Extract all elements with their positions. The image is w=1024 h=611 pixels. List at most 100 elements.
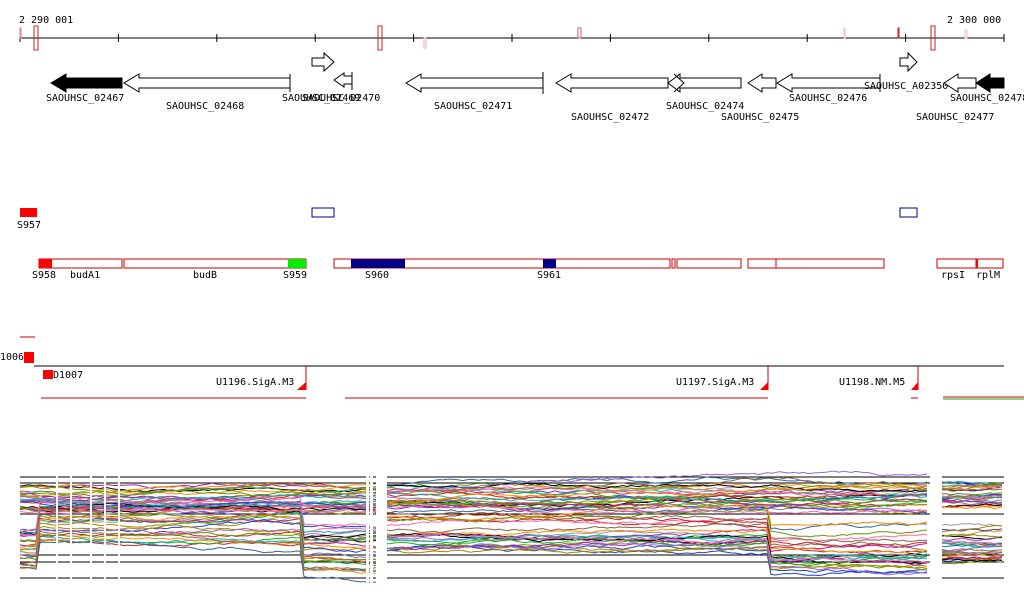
- ruler-marker: [577, 27, 582, 39]
- promoter-marker[interactable]: [911, 382, 918, 390]
- small-feature-track: S957: [17, 207, 918, 231]
- expression-line: [19, 483, 376, 497]
- expression-line: [386, 482, 928, 493]
- expression-line: [19, 494, 377, 504]
- segment-S959[interactable]: [288, 259, 306, 268]
- segment-rpsI[interactable]: [936, 258, 977, 269]
- ruler-marker: [897, 27, 900, 39]
- expression-lines: [19, 470, 1003, 583]
- segment[interactable]: [747, 258, 777, 269]
- segment[interactable]: [671, 258, 676, 269]
- expression-line: [19, 507, 377, 515]
- expression-line: [386, 492, 928, 503]
- ruler-marker: [377, 25, 383, 51]
- segment-label: S960: [365, 270, 389, 281]
- expression-line: [19, 507, 377, 515]
- regulon-D1007[interactable]: [43, 370, 53, 379]
- expression-line: [19, 512, 377, 548]
- expression-line: [386, 482, 928, 505]
- expression-line: [941, 553, 1003, 557]
- expression-line: [386, 470, 928, 491]
- expression-line: [386, 528, 928, 554]
- expression-line: [941, 548, 1003, 552]
- gene-arrow-02472[interactable]: [555, 73, 669, 93]
- expression-line: [941, 545, 1003, 552]
- expression-line: [19, 485, 377, 497]
- expression-line: [19, 540, 377, 583]
- segment-rplM[interactable]: [975, 258, 1004, 269]
- expression-line: [19, 527, 377, 559]
- segment-S958[interactable]: [39, 259, 52, 268]
- expression-line: [386, 523, 928, 552]
- expression-line: [941, 536, 1003, 541]
- gene-label: SAOUHSC_02468: [166, 101, 244, 112]
- segment-S960[interactable]: [351, 259, 405, 268]
- expression-line: [386, 540, 928, 566]
- expression-line: [386, 509, 928, 538]
- expression-line: [386, 504, 928, 526]
- gene-arrow-02477[interactable]: [943, 73, 977, 93]
- expression-line: [386, 497, 928, 515]
- expression-line: [941, 523, 1002, 527]
- regulon-track: 1006 D1007 U1196.SigA.M3 U1197.SigA.M3 U…: [0, 336, 1024, 400]
- expression-line: [386, 517, 928, 542]
- expression-line: [386, 476, 928, 492]
- expression-line: [386, 542, 928, 576]
- promoter-marker[interactable]: [760, 382, 768, 390]
- segment-main[interactable]: [333, 258, 671, 269]
- expression-line: [941, 503, 1003, 508]
- ruler-markers: [19, 25, 968, 51]
- expression-line: [941, 494, 1003, 499]
- gene-arrow-02468[interactable]: [123, 73, 291, 93]
- regulon-1006[interactable]: [24, 352, 34, 363]
- segment-track: S958 budA1 budB S959 S960 S961 rpsI rplM: [32, 258, 1004, 281]
- expression-line: [19, 486, 376, 496]
- segment-label: rplM: [976, 270, 1000, 281]
- expression-line: [19, 536, 377, 574]
- gene-junction: [673, 73, 685, 93]
- segment[interactable]: [676, 258, 742, 269]
- segment-S961[interactable]: [543, 259, 556, 268]
- expression-line: [941, 488, 1003, 492]
- feature-S957[interactable]: [20, 208, 37, 217]
- expression-line: [386, 476, 928, 487]
- ruler-marker: [423, 37, 427, 49]
- feature-box[interactable]: [311, 207, 335, 218]
- promoter-marker[interactable]: [297, 382, 306, 390]
- gene-arrow-02469-fwd[interactable]: [311, 51, 335, 73]
- expression-gaps: [56, 470, 373, 590]
- gene-label: SAOUHSC_02472: [571, 112, 649, 123]
- expression-line: [941, 530, 1003, 537]
- gene-arrow-02474[interactable]: [667, 73, 742, 93]
- regulon-label: U1196.SigA.M3: [216, 377, 294, 388]
- gene-arrow-A02350[interactable]: [899, 51, 918, 73]
- expression-line: [941, 505, 1003, 510]
- gene-arrow-02475[interactable]: [747, 73, 777, 93]
- expression-line: [386, 498, 928, 509]
- segment[interactable]: [775, 258, 885, 269]
- gene-label: SAOUHSC_02474: [666, 101, 744, 112]
- expression-line: [19, 531, 377, 562]
- gene-label: SAOUHSC_02467: [46, 93, 124, 104]
- expression-line: [941, 499, 1003, 505]
- expression-line: [19, 530, 377, 571]
- gene-label: SAOUHSC_A02350: [864, 81, 948, 92]
- gene-arrow-02470[interactable]: [333, 72, 353, 88]
- segment-label: rpsI: [941, 270, 965, 281]
- segment-label: S959: [283, 270, 307, 281]
- gene-track: SAOUHSC_02467 SAOUHSC_02468 SAOUHSC_0246…: [46, 51, 1024, 123]
- segment-label: budB: [193, 270, 217, 281]
- gene-arrow-02467[interactable]: [50, 73, 123, 93]
- expression-profiles: [19, 470, 1004, 590]
- gene-arrow-02471[interactable]: [405, 73, 544, 93]
- segment-budB[interactable]: [123, 258, 307, 269]
- segment-label: S958: [32, 270, 56, 281]
- regulon-label: U1198.NM.M5: [839, 377, 905, 388]
- regulon-label: D1007: [53, 370, 83, 381]
- expression-line: [941, 524, 1003, 533]
- segment-label: budA1: [70, 270, 100, 281]
- ruler-marker: [964, 29, 968, 39]
- gene-arrow-02478[interactable]: [975, 73, 1005, 93]
- feature-box[interactable]: [899, 207, 918, 218]
- expression-line: [19, 514, 377, 549]
